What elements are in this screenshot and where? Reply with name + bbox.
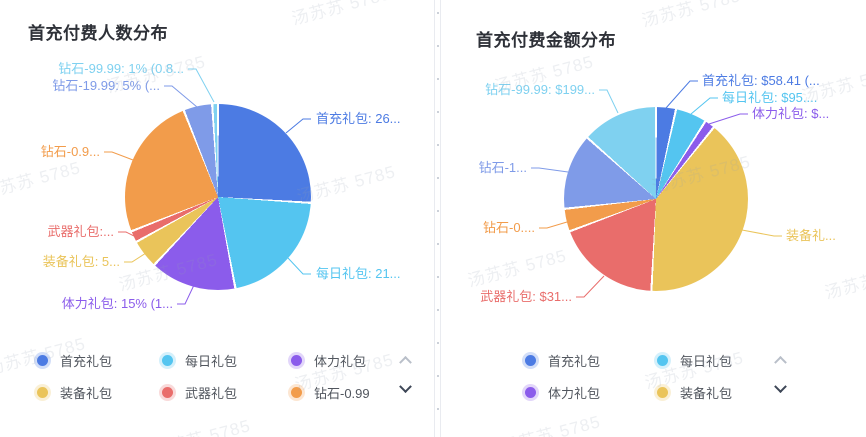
leader-line: [576, 275, 605, 298]
pie-label: 钻石-0.9...: [40, 144, 100, 159]
pie-label: 装备礼...: [786, 228, 836, 243]
legend-item-shouchong[interactable]: 首充礼包: [522, 352, 600, 369]
legend-item-wuqi[interactable]: 武器礼包: [159, 384, 237, 401]
leader-line: [287, 257, 311, 275]
legend-label: 装备礼包: [60, 386, 113, 401]
pie-label: 钻石-1...: [478, 160, 527, 175]
legend-page-up-button[interactable]: [396, 352, 414, 369]
legend-label: 武器礼包: [185, 386, 238, 401]
pie-label: 钻石-99.99: 1% (0.8...: [58, 61, 184, 76]
pie-label: 首充礼包: $58.41 (...: [702, 73, 820, 88]
legend-dot-icon: [162, 387, 173, 398]
chevron-down-icon: [398, 380, 412, 394]
pie-chart-users[interactable]: [125, 104, 311, 290]
legend-dot-icon: [37, 387, 48, 398]
legend-label: 每日礼包: [680, 354, 733, 369]
pie-label: 钻石-19.99: 5% (...: [52, 78, 160, 93]
chart-card-paying-users: 首充付费人数分布 首充礼包: 26... 每日礼包: 21... 体力礼包: 1…: [28, 24, 414, 401]
legend-dot-icon: [657, 387, 668, 398]
pie-label: 体力礼包: $...: [752, 106, 830, 121]
chart-title-amount: 首充付费金额分布: [476, 31, 616, 50]
legend-dot-icon: [525, 355, 536, 366]
legend-item-zuanshi-099[interactable]: 钻石-0.99: [288, 384, 370, 401]
legend-label: 每日礼包: [185, 354, 238, 369]
pie-label: 每日礼包: $95....: [722, 90, 818, 105]
leader-line: [708, 113, 748, 125]
legend-label: 首充礼包: [60, 354, 113, 369]
pie-label: 体力礼包: 15% (1...: [61, 296, 173, 311]
legend-dot-icon: [291, 355, 302, 366]
leader-line: [164, 85, 198, 108]
pie-label: 钻石-0....: [482, 220, 535, 235]
pie-label: 装备礼包: 5...: [42, 254, 120, 269]
legend-dot-icon: [657, 355, 668, 366]
leader-line: [690, 97, 718, 115]
leader-line: [188, 68, 215, 103]
legend-item-meiri[interactable]: 每日礼包: [654, 352, 732, 369]
legend-item-zhuangbei[interactable]: 装备礼包: [34, 384, 112, 401]
pie-chart-amount[interactable]: [564, 107, 748, 291]
legend-dot-icon: [291, 387, 302, 398]
legend-item-meiri[interactable]: 每日礼包: [159, 352, 237, 369]
leader-line: [104, 151, 134, 161]
legend-item-shouchong[interactable]: 首充礼包: [34, 352, 112, 369]
legend-dot-icon: [37, 355, 48, 366]
pie-label: 钻石-99.99: $199...: [485, 82, 595, 97]
pie-label: 武器礼包:...: [47, 224, 114, 239]
legend-item-tili[interactable]: 体力礼包: [288, 352, 366, 369]
pie-label: 首充礼包: 26...: [316, 111, 401, 126]
legend-label: 体力礼包: [314, 354, 367, 369]
card-divider: [434, 0, 441, 437]
legend-page-up-button[interactable]: [771, 352, 789, 369]
chevron-down-icon: [773, 380, 787, 394]
leader-line: [124, 252, 147, 263]
leader-line: [665, 80, 698, 109]
legend-page-down-button[interactable]: [771, 380, 789, 397]
leader-line: [285, 118, 311, 134]
legend-label: 装备礼包: [680, 386, 733, 401]
leader-line: [177, 284, 195, 305]
leader-line: [599, 89, 619, 114]
chart-title-users: 首充付费人数分布: [28, 24, 168, 43]
leader-line: [539, 221, 568, 229]
legend-item-zhuangbei[interactable]: 装备礼包: [654, 384, 732, 401]
chevron-up-icon: [398, 355, 412, 369]
legend-label: 首充礼包: [548, 354, 601, 369]
leader-line: [741, 229, 782, 237]
pie-plot-area-amount: 首充礼包: $58.41 (... 每日礼包: $95.... 体力礼包: $.…: [441, 0, 866, 437]
leader-line: [531, 167, 569, 173]
legend-item-tili[interactable]: 体力礼包: [522, 384, 600, 401]
pie-label: 武器礼包: $31...: [480, 289, 572, 304]
legend-label: 钻石-0.99: [314, 386, 370, 401]
chevron-up-icon: [773, 355, 787, 369]
pie-label: 每日礼包: 21...: [316, 266, 401, 281]
chart-card-payment-amount: 首充付费金额分布 首充礼包: $58.41 (... 每日礼包: $95....…: [441, 0, 866, 437]
legend-label: 体力礼包: [548, 386, 601, 401]
legend-dot-icon: [525, 387, 536, 398]
pie-plot-area-users: 首充礼包: 26... 每日礼包: 21... 体力礼包: 15% (1... …: [40, 61, 401, 311]
legend-page-down-button[interactable]: [396, 380, 414, 397]
legend-dot-icon: [162, 355, 173, 366]
